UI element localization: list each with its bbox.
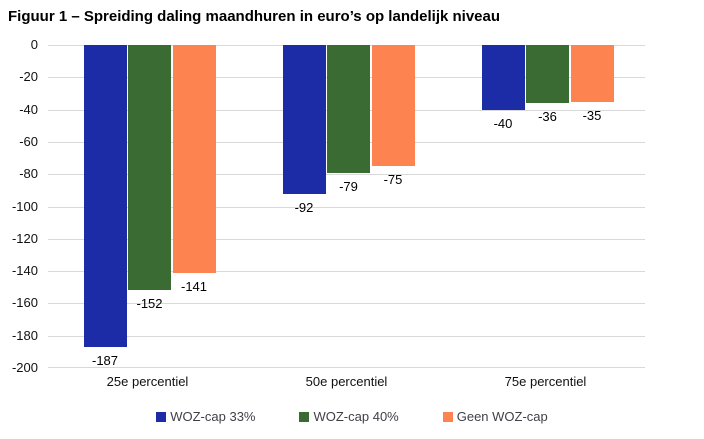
y-tick-label: 0 bbox=[30, 37, 38, 52]
y-tick-label: -200 bbox=[11, 360, 38, 375]
bar-value-label: -35 bbox=[582, 107, 602, 123]
bar-value-label: -36 bbox=[538, 109, 557, 125]
gridline bbox=[48, 367, 645, 368]
bar-value-label: -141 bbox=[180, 278, 208, 294]
bar-value-label: -79 bbox=[339, 178, 358, 194]
y-tick-label: -60 bbox=[19, 133, 38, 149]
gridline bbox=[48, 335, 645, 337]
y-tick-label: -40 bbox=[19, 101, 38, 117]
legend-label: Geen WOZ-cap bbox=[456, 409, 548, 424]
x-tick-label: 75e percentiel bbox=[504, 374, 587, 389]
bar-75e-percentiel-WOZ-cap-33% bbox=[481, 45, 525, 110]
legend-label: WOZ-cap 33% bbox=[170, 409, 256, 424]
plot-area: -187 -152 -141 -92 -79 -75 -40 -36 -35 bbox=[48, 45, 645, 368]
legend-swatch-icon bbox=[156, 411, 167, 422]
bar-value-label: -40 bbox=[493, 115, 513, 131]
bar-50e-percentiel-Geen-WOZ-cap bbox=[371, 45, 415, 167]
gridline bbox=[48, 238, 645, 240]
y-tick-label: -100 bbox=[11, 198, 38, 214]
bar-value-label: -75 bbox=[383, 172, 403, 188]
legend-item-WOZ-cap-33%: WOZ-cap 33% bbox=[156, 409, 255, 424]
legend-item-WOZ-cap-40%: WOZ-cap 40% bbox=[299, 409, 399, 424]
gridline bbox=[48, 303, 645, 305]
bar-25e-percentiel-WOZ-cap-33% bbox=[83, 45, 127, 347]
bar-50e-percentiel-WOZ-cap-40% bbox=[327, 45, 370, 173]
gridline bbox=[48, 271, 645, 273]
bar-75e-percentiel-Geen-WOZ-cap bbox=[570, 45, 614, 102]
y-tick-label: -80 bbox=[19, 166, 38, 182]
y-tick-label: -120 bbox=[11, 230, 38, 246]
y-tick-label: -180 bbox=[11, 327, 38, 343]
x-tick-label: 50e percentiel bbox=[305, 374, 388, 389]
gridline bbox=[48, 174, 645, 176]
bar-value-label: -92 bbox=[294, 199, 314, 215]
legend: WOZ-cap 33% WOZ-cap 40% Geen WOZ-cap bbox=[0, 409, 704, 424]
bar-25e-percentiel-Geen-WOZ-cap bbox=[172, 45, 216, 273]
bar-75e-percentiel-WOZ-cap-40% bbox=[526, 45, 569, 104]
y-tick-label: -20 bbox=[19, 69, 38, 85]
y-tick-label: -160 bbox=[11, 295, 38, 311]
y-tick-label: -140 bbox=[11, 263, 38, 279]
bar-50e-percentiel-WOZ-cap-33% bbox=[282, 45, 326, 194]
legend-swatch-icon bbox=[299, 411, 310, 422]
legend-label: WOZ-cap 40% bbox=[313, 409, 399, 424]
legend-item-Geen-WOZ-cap: Geen WOZ-cap bbox=[442, 409, 548, 424]
legend-swatch-icon bbox=[442, 411, 453, 422]
gridline bbox=[48, 206, 645, 208]
x-tick-label: 25e percentiel bbox=[106, 374, 189, 389]
chart-title: Figuur 1 – Spreiding daling maandhuren i… bbox=[8, 8, 501, 25]
bar-value-label: -152 bbox=[136, 296, 163, 312]
bar-value-label: -187 bbox=[91, 353, 119, 368]
bar-25e-percentiel-WOZ-cap-40% bbox=[128, 45, 171, 291]
